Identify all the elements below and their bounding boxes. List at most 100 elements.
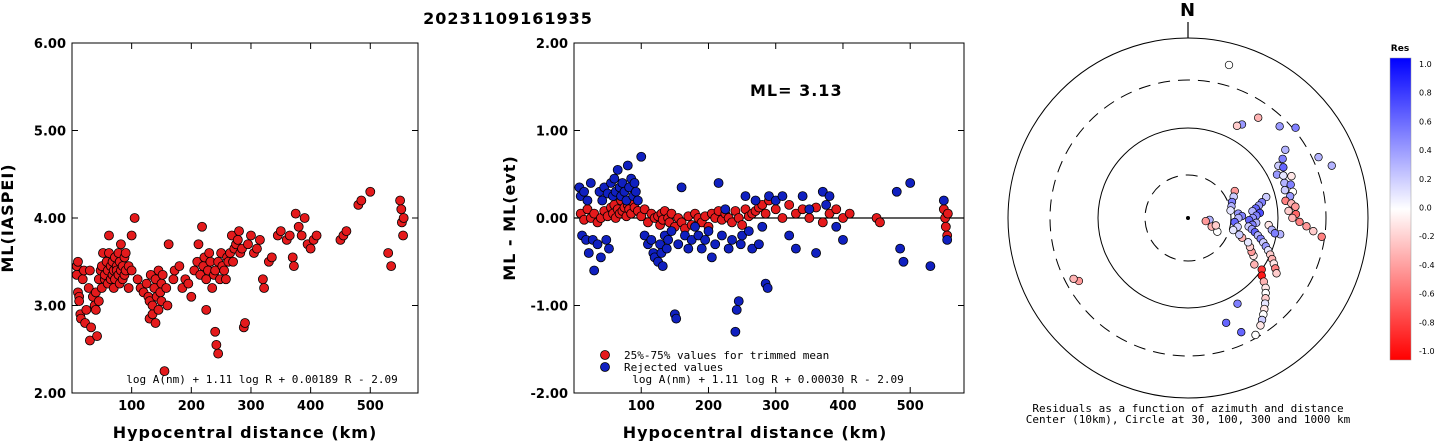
data-point xyxy=(290,208,301,219)
station-point xyxy=(1226,206,1235,215)
data-point xyxy=(636,151,647,162)
data-point xyxy=(821,199,832,210)
data-point xyxy=(762,283,773,293)
data-point xyxy=(161,283,172,293)
data-point xyxy=(396,204,407,215)
data-point xyxy=(126,265,137,276)
data-point xyxy=(646,234,657,245)
data-point xyxy=(790,243,801,254)
data-point xyxy=(126,230,137,241)
station-point xyxy=(1291,123,1300,132)
station-point xyxy=(1232,121,1242,130)
station-point xyxy=(1243,238,1253,247)
data-point xyxy=(733,296,744,307)
data-point xyxy=(183,278,194,289)
data-point xyxy=(197,221,207,232)
data-point xyxy=(275,226,286,237)
ml-annotation: ML= 3.13 xyxy=(750,81,843,100)
station-point xyxy=(1278,154,1287,164)
data-point xyxy=(93,296,104,307)
station-point xyxy=(1309,227,1318,236)
data-point xyxy=(383,248,394,258)
data-point xyxy=(174,261,185,272)
data-point xyxy=(797,191,808,202)
ml-vs-distance-chart: 100 200 300 400 500 2.00 3.00 4.00 5.00 6.00 Hyp… xyxy=(0,37,419,441)
data-point xyxy=(905,178,916,188)
station-point xyxy=(1270,229,1280,238)
data-point xyxy=(153,304,164,315)
x-axis-label-2: Hypocentral distance (km) xyxy=(623,423,888,441)
data-point xyxy=(123,283,134,293)
data-point xyxy=(589,208,600,219)
station-point xyxy=(1284,206,1293,216)
data-point xyxy=(784,199,795,210)
data-point xyxy=(583,248,594,258)
caption-line-1: Residuals as a function of azimuth and d… xyxy=(1032,402,1343,415)
data-point xyxy=(942,208,953,219)
data-point xyxy=(592,239,603,250)
data-point xyxy=(120,248,131,258)
data-point xyxy=(597,195,608,206)
colorbar-gradient xyxy=(1389,57,1412,361)
data-point xyxy=(824,208,835,219)
y-tick-label: 3.00 xyxy=(34,300,66,315)
y-tick-label: 0.00 xyxy=(536,212,568,227)
data-point xyxy=(838,213,848,223)
data-point xyxy=(252,243,262,254)
data-point xyxy=(293,221,304,232)
caption-line-2: Center (10km), Circle at 30, 100, 300 an… xyxy=(1026,413,1351,426)
station-point xyxy=(1291,202,1300,211)
data-point xyxy=(86,322,96,333)
data-point xyxy=(204,248,215,258)
station-point xyxy=(1251,330,1260,340)
y-axis-label-1: ML(IASPEI) xyxy=(0,163,17,272)
data-point xyxy=(629,178,640,188)
data-point xyxy=(891,186,902,197)
data-point xyxy=(680,230,690,241)
data-point xyxy=(925,261,936,272)
station-point xyxy=(1224,60,1234,70)
data-point xyxy=(73,256,83,267)
station-point xyxy=(1237,328,1246,337)
ring-300km xyxy=(1049,79,1327,357)
data-point xyxy=(221,274,231,285)
station-point xyxy=(1235,230,1244,239)
station-points xyxy=(1069,60,1336,340)
data-point xyxy=(266,252,277,263)
data-point xyxy=(162,300,173,311)
data-point xyxy=(717,230,727,241)
station-point xyxy=(1069,274,1078,283)
data-point xyxy=(696,243,707,254)
data-point xyxy=(938,195,949,206)
colorbar-label: -0.6 xyxy=(1419,290,1435,299)
data-point xyxy=(683,243,694,254)
data-point xyxy=(940,221,951,232)
ring-30km xyxy=(1144,174,1232,262)
data-point xyxy=(730,326,741,337)
data-point xyxy=(213,348,224,359)
colorbar-label: 0.8 xyxy=(1419,89,1432,98)
data-point xyxy=(579,186,589,197)
x-ticks-1: 100 200 300 400 500 xyxy=(118,43,384,414)
data-point xyxy=(622,160,633,171)
residual-vs-distance-chart: 100 200 300 400 500 -2.00 -1.00 0.00 1.00 2.00 M… xyxy=(500,37,965,441)
data-point xyxy=(621,195,632,206)
data-point xyxy=(305,243,316,254)
data-point xyxy=(296,230,307,241)
data-point xyxy=(671,313,682,324)
figure-title: 20231109161935 xyxy=(423,9,593,28)
data-point xyxy=(228,256,238,267)
azimuth-residual-map: N Residuals as a function of azimuth and… xyxy=(1007,0,1369,426)
data-point xyxy=(817,186,828,197)
colorbar: Res 1.0 0.8 0.6 0.4 0.2 0.0 -0.2 -0.4 -0.6 -0.8 -1… xyxy=(1389,44,1435,361)
ring-1000km xyxy=(1007,37,1369,399)
legend-marker-rejected xyxy=(600,362,610,372)
colorbar-label: 0.2 xyxy=(1419,175,1432,184)
data-point xyxy=(356,195,367,206)
data-point xyxy=(727,234,737,245)
data-point xyxy=(246,230,256,241)
data-point xyxy=(720,204,731,215)
legend-marker-trimmed xyxy=(600,350,610,360)
data-point xyxy=(299,213,310,223)
station-point xyxy=(1317,232,1326,241)
